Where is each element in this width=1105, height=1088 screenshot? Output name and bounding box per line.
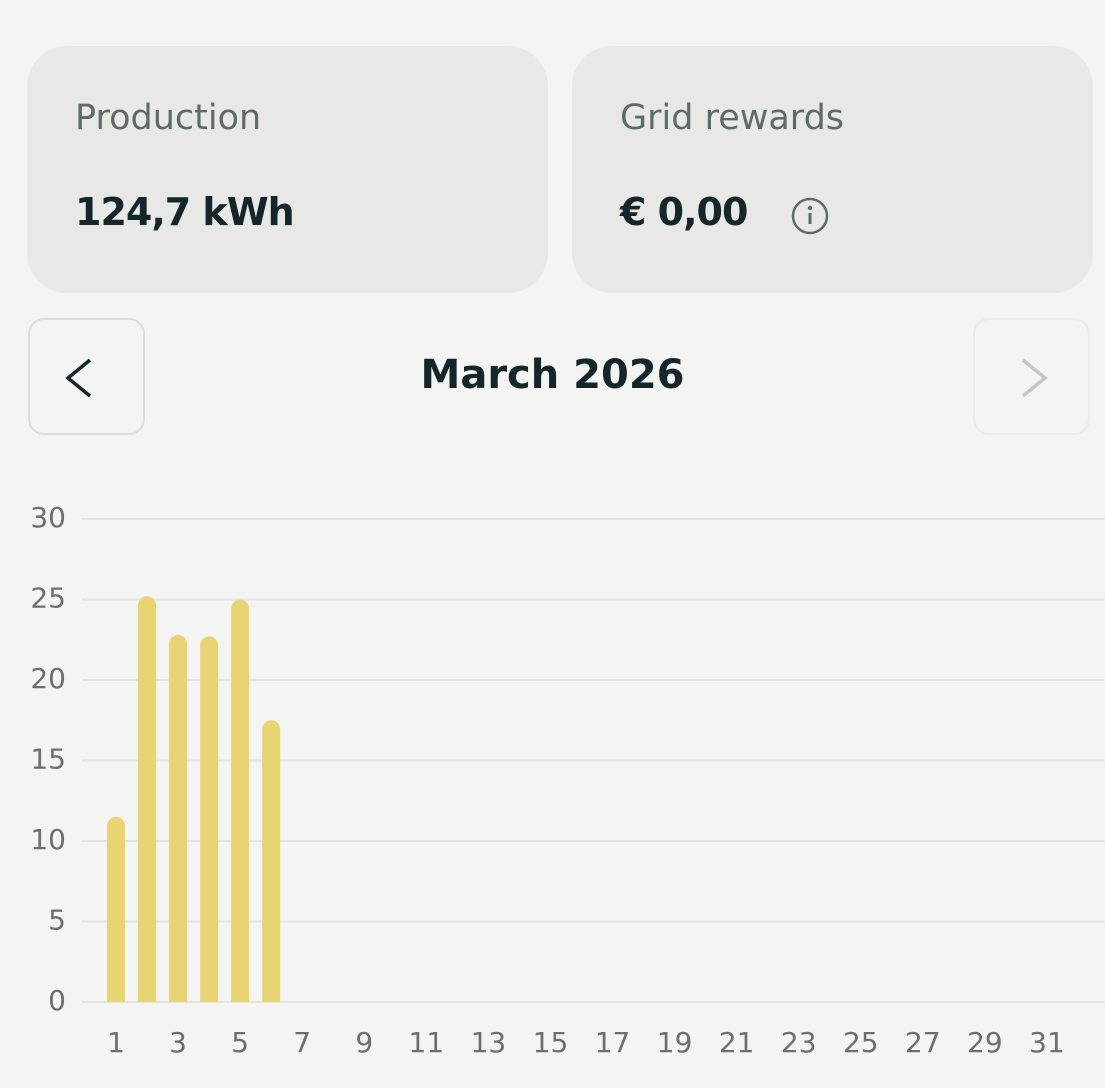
bar [169,634,188,1002]
y-tick-label: 10 [30,823,66,856]
x-tick-label: 9 [355,1026,373,1059]
x-tick-label: 11 [409,1026,445,1059]
y-tick-label: 0 [48,984,66,1017]
x-tick-label: 31 [1029,1026,1065,1059]
x-tick-label: 21 [719,1026,755,1059]
x-tick-label: 13 [471,1026,507,1059]
x-tick-label: 7 [293,1026,311,1059]
x-tick-label: 1 [107,1026,125,1059]
period-title: March 2026 [420,352,685,398]
card-value: 124,7 kWh [75,190,295,234]
x-tick-label: 29 [967,1026,1003,1059]
production-card: Production 124,7 kWh [27,46,548,293]
x-tick-label: 5 [231,1026,249,1059]
chevron-right [1021,358,1048,398]
bar [262,720,281,1002]
x-tick-label: 15 [533,1026,569,1059]
bar [200,636,219,1002]
y-tick-label: 5 [48,904,66,937]
bar [231,599,250,1002]
next-button[interactable] [973,318,1090,435]
card-label: Grid rewards [620,98,845,138]
chevron-left [65,358,92,398]
info-icon[interactable] [790,196,830,236]
x-tick-label: 25 [843,1026,879,1059]
x-tick-label: 17 [595,1026,631,1059]
y-tick-label: 20 [30,662,66,695]
rewards-card: Grid rewards € 0,00 [572,46,1093,293]
x-tick-label: 19 [657,1026,693,1059]
x-tick-label: 3 [169,1026,187,1059]
x-tick-label: 27 [905,1026,941,1059]
bar [138,596,157,1002]
y-tick-label: 15 [30,743,66,776]
y-tick-label: 25 [30,582,66,615]
y-tick-label: 30 [30,501,66,534]
x-tick-label: 23 [781,1026,817,1059]
card-label: Production [75,98,262,138]
card-value: € 0,00 [620,190,748,234]
bar [107,816,125,1002]
prev-button[interactable] [28,318,145,435]
